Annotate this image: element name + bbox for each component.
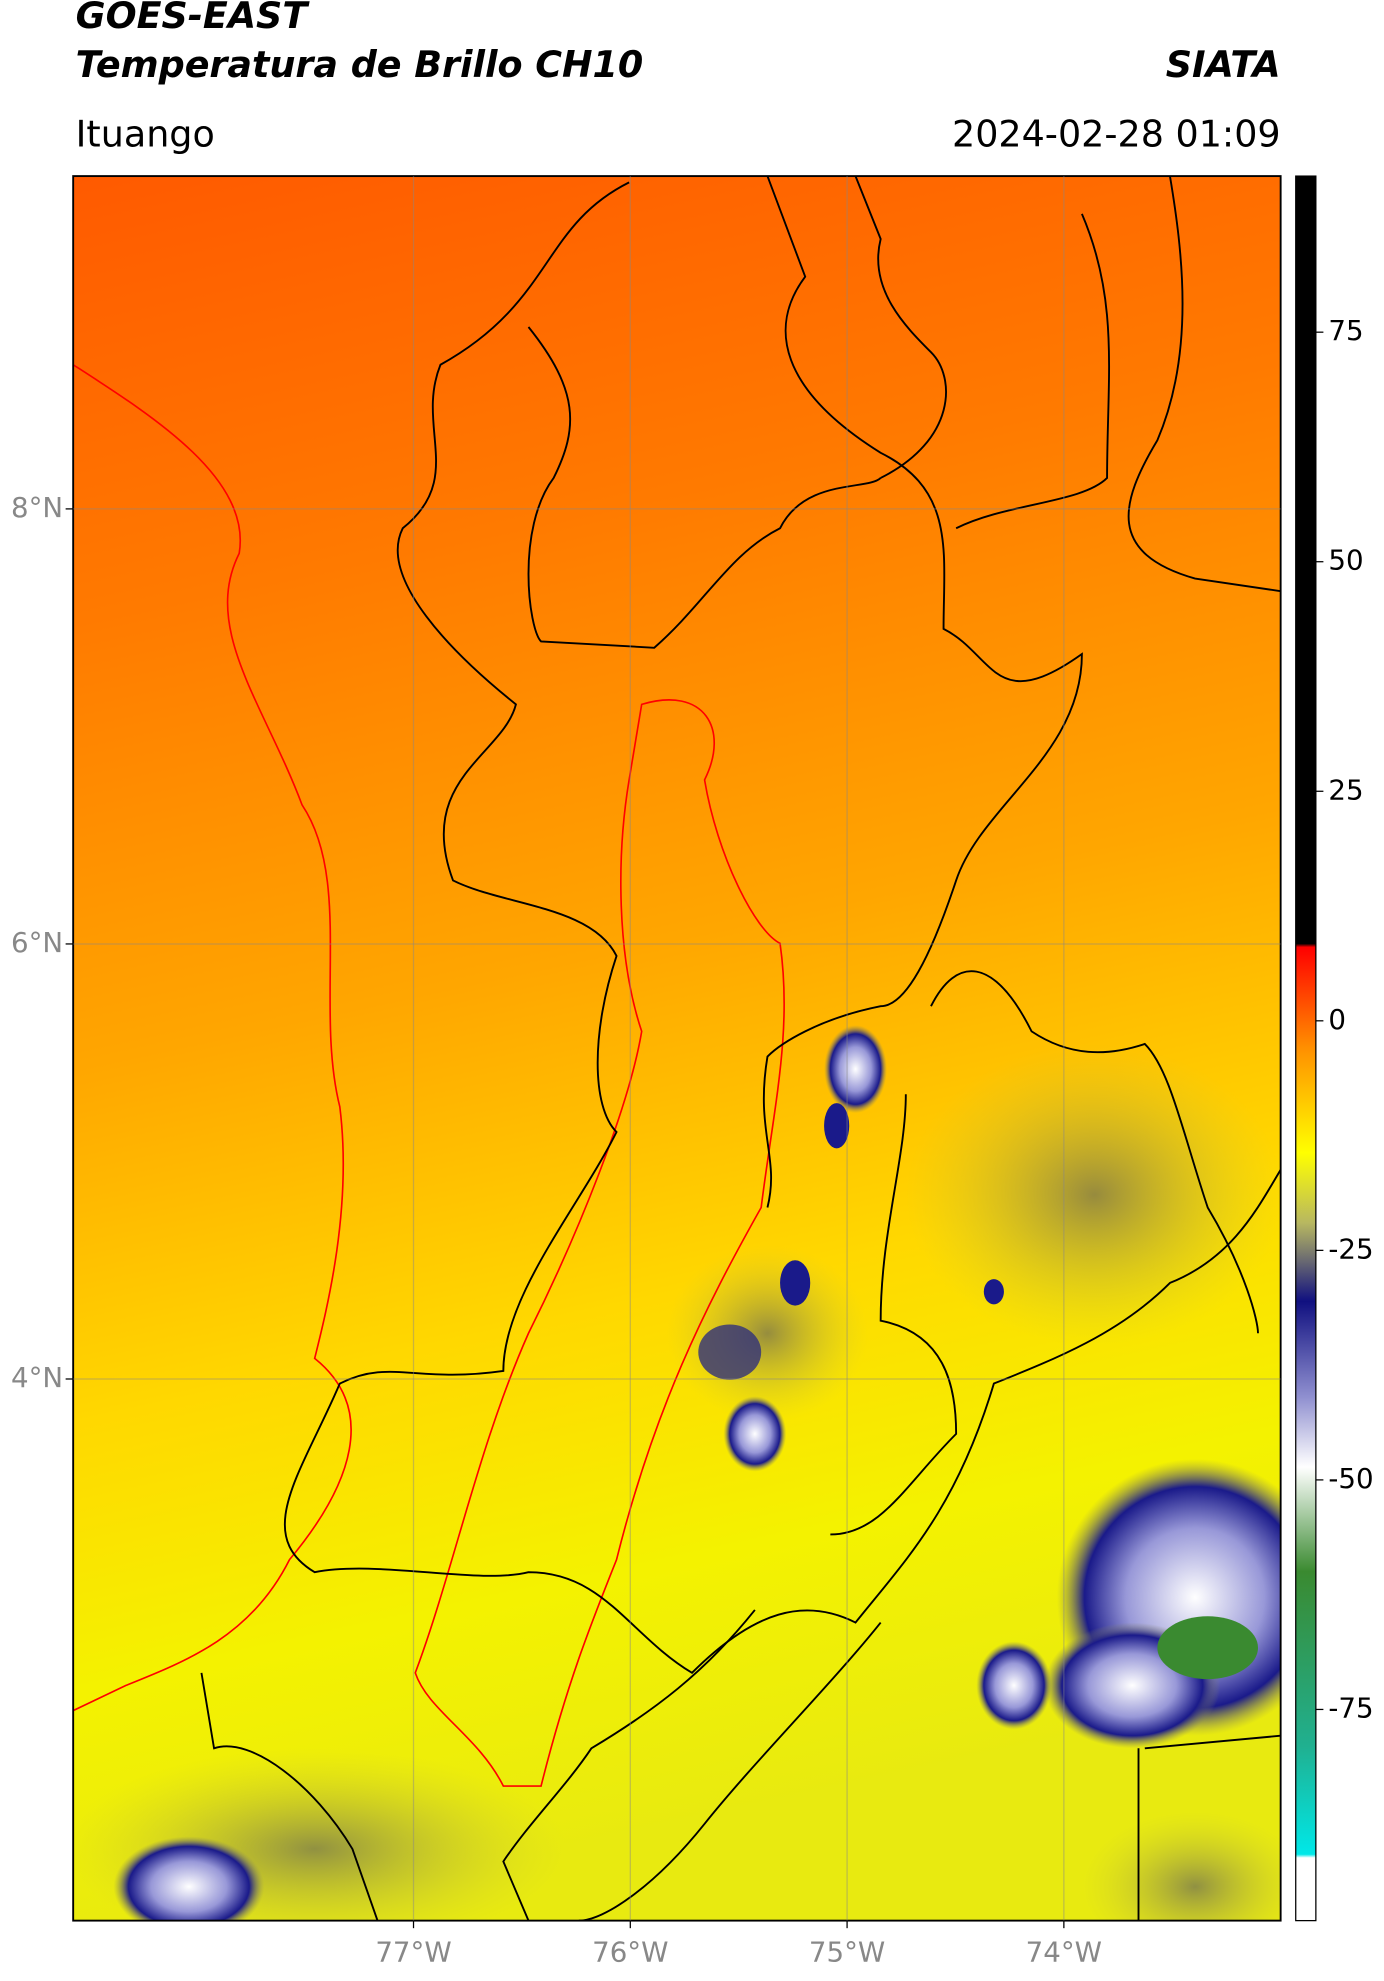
lat-tick-label: 4°N (11, 1361, 63, 1394)
colorbar-tick-label: -50 (1328, 1462, 1373, 1495)
colorbar-tick-label: 25 (1328, 773, 1363, 806)
colorbar-tick-label: -75 (1328, 1691, 1373, 1724)
timestamp: 2024-02-28 01:09 (952, 112, 1281, 155)
subtitle: Temperatura de Brillo CH10 (76, 43, 644, 86)
lon-tick-label: 77°W (375, 1935, 451, 1968)
colorbar-tick-label: 0 (1328, 1003, 1346, 1036)
map-frame (72, 175, 1282, 1922)
source: SIATA (1166, 43, 1281, 86)
colorbar (1295, 175, 1317, 1922)
lon-tick-label: 76°W (592, 1935, 668, 1968)
lon-tick-label: 74°W (1026, 1935, 1102, 1968)
title: GOES-EAST (76, 0, 311, 37)
region: Ituango (76, 112, 215, 155)
colorbar-tick-label: 75 (1328, 314, 1363, 347)
colorbar-tick-label: 50 (1328, 544, 1363, 577)
lat-tick-label: 8°N (11, 491, 63, 524)
map-image (73, 176, 1281, 1921)
colorbar-tick-label: -25 (1328, 1232, 1373, 1265)
lon-tick-label: 75°W (809, 1935, 885, 1968)
lat-tick-label: 6°N (11, 926, 63, 959)
